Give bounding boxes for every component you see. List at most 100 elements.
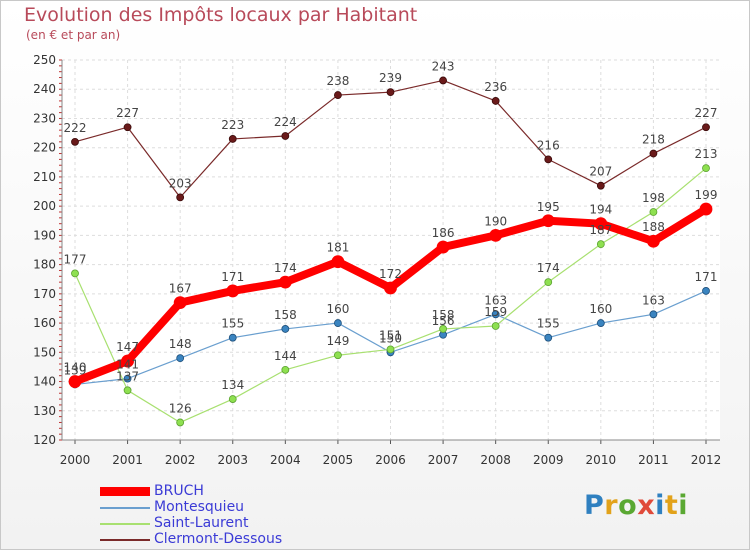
x-tick-label: 2008: [480, 453, 511, 467]
x-tick-label: 2009: [533, 453, 564, 467]
data-point-bruch: [226, 284, 240, 298]
data-point-bruch: [331, 255, 345, 269]
data-label-montesquieu: 155: [221, 317, 244, 331]
x-tick-label: 2007: [428, 453, 459, 467]
y-tick-label: 180: [33, 258, 56, 272]
data-label-montesquieu: 160: [589, 302, 612, 316]
data-point-clermont-dessous: [123, 123, 132, 132]
data-label-saint-laurent: 159: [484, 305, 507, 319]
y-tick-label: 150: [33, 345, 56, 359]
data-point-bruch: [647, 234, 660, 248]
data-label-montesquieu: 160: [326, 302, 349, 316]
data-point-montesquieu: [281, 325, 290, 333]
data-point-saint-laurent: [281, 365, 290, 374]
data-point-saint-laurent: [71, 269, 79, 278]
data-label-montesquieu: 158: [274, 308, 297, 322]
data-label-bruch: 147: [116, 340, 139, 354]
data-label-montesquieu: 163: [642, 293, 665, 307]
data-point-clermont-dessous: [649, 149, 658, 158]
data-point-saint-laurent: [702, 164, 710, 173]
x-tick-label: 2006: [375, 453, 406, 467]
data-label-clermont-dessous: 203: [169, 176, 192, 190]
y-tick-label: 200: [33, 199, 56, 213]
legend-swatch-clermont-dessous: [100, 539, 150, 541]
data-label-saint-laurent: 144: [274, 349, 297, 363]
data-point-bruch: [541, 214, 555, 228]
data-point-montesquieu: [649, 310, 658, 319]
data-point-montesquieu: [702, 287, 710, 295]
data-point-montesquieu: [334, 319, 342, 327]
y-tick-label: 210: [33, 170, 56, 184]
data-point-saint-laurent: [334, 351, 342, 360]
y-tick-label: 190: [33, 228, 56, 242]
data-label-saint-laurent: 126: [169, 401, 192, 415]
x-tick-label: 2004: [270, 453, 301, 467]
x-tick-label: 2000: [60, 453, 91, 467]
legend-label: Saint-Laurent: [154, 515, 249, 531]
data-label-clermont-dessous: 227: [695, 106, 718, 120]
data-label-saint-laurent: 151: [379, 328, 402, 342]
data-label-bruch: 171: [221, 270, 244, 284]
data-label-saint-laurent: 177: [64, 252, 87, 266]
data-label-bruch: 188: [642, 220, 665, 234]
data-point-bruch: [68, 375, 82, 388]
data-label-montesquieu: 150: [379, 331, 402, 345]
y-tick-label: 220: [33, 141, 56, 155]
data-point-saint-laurent: [649, 208, 658, 216]
data-point-montesquieu: [123, 374, 132, 383]
proxiti-logo: Proxiti: [584, 490, 689, 521]
chart-subtitle: (en € et par an): [26, 28, 121, 42]
data-label-saint-laurent: 174: [537, 261, 560, 275]
data-label-saint-laurent: 149: [326, 334, 349, 348]
legend-swatch-montesquieu: [100, 507, 150, 509]
data-point-montesquieu: [228, 333, 237, 342]
data-label-clermont-dessous: 216: [537, 138, 560, 152]
data-point-saint-laurent: [491, 322, 500, 330]
data-label-saint-laurent: 213: [695, 147, 718, 161]
data-label-bruch: 140: [64, 361, 87, 375]
data-point-saint-laurent: [123, 386, 132, 395]
x-tick-label: 2011: [638, 453, 669, 467]
data-point-bruch: [436, 240, 450, 254]
y-tick-label: 240: [33, 82, 56, 96]
data-point-saint-laurent: [439, 325, 447, 333]
data-point-montesquieu: [491, 310, 500, 319]
data-label-montesquieu: 171: [695, 270, 718, 284]
data-label-saint-laurent: 137: [116, 369, 139, 383]
data-point-clermont-dessous: [386, 88, 395, 97]
data-point-saint-laurent: [596, 240, 605, 249]
y-tick-label: 140: [33, 375, 56, 389]
data-label-montesquieu: 155: [537, 317, 560, 331]
data-point-bruch: [699, 202, 713, 216]
data-label-clermont-dessous: 243: [432, 59, 455, 73]
data-label-bruch: 186: [432, 226, 455, 240]
data-label-saint-laurent: 134: [221, 378, 244, 392]
data-point-bruch: [278, 275, 292, 289]
data-point-montesquieu: [544, 333, 553, 342]
data-label-bruch: 195: [537, 200, 560, 214]
data-label-clermont-dessous: 222: [64, 121, 87, 135]
data-label-montesquieu: 141: [116, 358, 139, 372]
data-point-saint-laurent: [228, 395, 237, 403]
data-point-clermont-dessous: [71, 137, 79, 146]
data-label-bruch: 172: [379, 267, 402, 281]
data-label-clermont-dessous: 227: [116, 106, 139, 120]
y-tick-label: 230: [33, 111, 56, 125]
data-label-montesquieu: 156: [432, 314, 455, 328]
data-label-clermont-dessous: 218: [642, 133, 665, 147]
data-label-clermont-dessous: 236: [484, 80, 507, 94]
x-tick-label: 2012: [691, 453, 722, 467]
data-label-montesquieu: 139: [64, 363, 87, 377]
legend-swatch-saint-laurent: [100, 523, 150, 525]
data-label-bruch: 199: [695, 188, 718, 202]
y-tick-label: 120: [33, 433, 56, 447]
data-label-montesquieu: 148: [169, 337, 192, 351]
data-label-saint-laurent: 187: [589, 223, 612, 237]
plot-area: [62, 60, 720, 440]
data-label-clermont-dessous: 224: [274, 115, 297, 129]
x-tick-label: 2010: [586, 453, 617, 467]
data-point-montesquieu: [596, 319, 605, 327]
data-label-bruch: 174: [274, 261, 297, 275]
y-tick-label: 160: [33, 316, 56, 330]
y-tick-label: 130: [33, 404, 56, 418]
